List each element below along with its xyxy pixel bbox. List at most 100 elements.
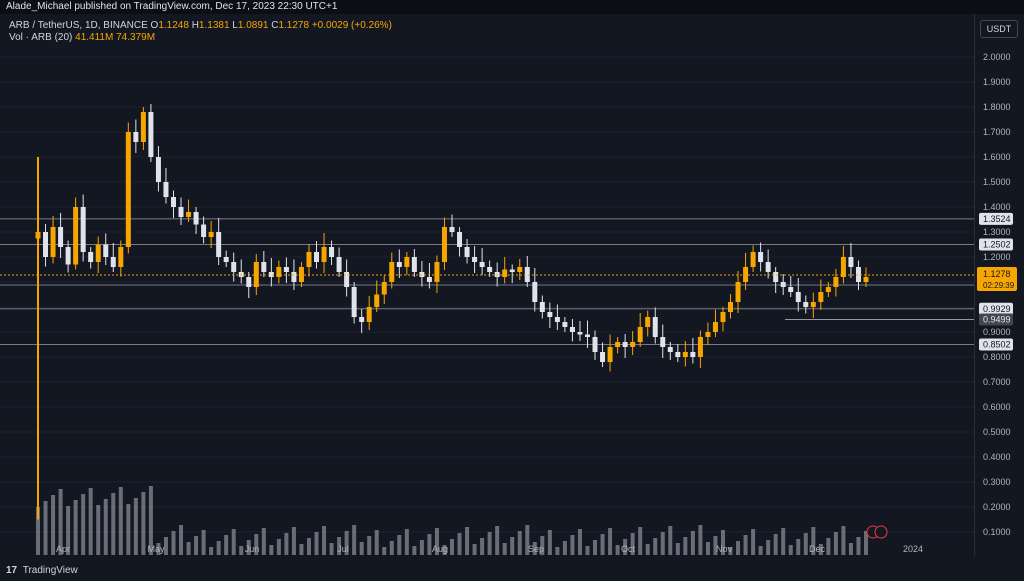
candle-body: [600, 352, 606, 362]
event-icon[interactable]: [874, 525, 888, 539]
candle-body: [667, 347, 673, 352]
volume-bar: [412, 546, 417, 555]
volume-bar: [427, 534, 432, 555]
price-chart[interactable]: Apr May Jun Jul Aug Sep Oct Nov Dec 2024: [0, 14, 974, 556]
currency-button[interactable]: USDT: [980, 20, 1018, 38]
volume-bar: [555, 547, 560, 555]
brand-label[interactable]: TradingView: [22, 565, 78, 576]
candle-body: [539, 302, 545, 312]
volume-bar: [532, 542, 537, 555]
candle-body: [509, 269, 515, 272]
price-tick-label: 1.7000: [983, 127, 1011, 137]
candle-body: [261, 262, 267, 272]
volume-bar: [231, 529, 236, 555]
price-tick-label: 0.3000: [983, 477, 1011, 487]
volume-bar: [254, 534, 259, 555]
candle-body: [125, 132, 131, 247]
volume-bar: [660, 532, 665, 555]
volume-bar: [344, 531, 349, 555]
time-axis: Apr May Jun Jul Aug Sep Oct Nov Dec 2024: [56, 544, 923, 554]
volume-bar: [179, 525, 184, 555]
candle-body: [728, 302, 734, 312]
candle-body: [615, 342, 621, 347]
publish-text: Alade_Michael published on TradingView.c…: [6, 1, 338, 12]
level-tag: [979, 338, 1013, 351]
candle-body: [148, 112, 154, 157]
candle-body: [186, 212, 192, 217]
price-tick-label: 1.9000: [983, 77, 1011, 87]
volume-bar: [562, 541, 567, 555]
level-tag: [979, 238, 1013, 251]
volume-bar: [133, 498, 138, 555]
volume-bar: [352, 525, 357, 555]
candle-body: [351, 287, 357, 317]
volume-bar: [141, 492, 146, 555]
candle-body: [253, 262, 259, 287]
candle-body: [584, 334, 590, 337]
volume-bar: [841, 526, 846, 555]
price-tick-label: 1.6000: [983, 152, 1011, 162]
volume-bar: [864, 531, 868, 555]
volume-bar: [66, 506, 71, 555]
volume-bar: [472, 544, 477, 555]
candle-body: [73, 207, 79, 265]
price-tick-label: 0.1000: [983, 527, 1011, 537]
volume-bar: [600, 534, 605, 555]
volume-bar: [818, 544, 823, 555]
volume-label[interactable]: Vol · ARB (20): [9, 32, 73, 43]
volume-bar: [58, 489, 63, 555]
candle-body: [524, 267, 530, 282]
price-tick-label: 1.2000: [983, 252, 1011, 262]
ohlc-row: ARB / TetherUS, 1D, BINANCE O1.1248 H1.1…: [9, 20, 392, 32]
candle-body: [517, 267, 523, 272]
candle-body: [163, 182, 169, 197]
marker-label: 0.9499: [983, 315, 1011, 325]
volume-bar: [848, 543, 853, 555]
volume-bar: [73, 500, 78, 555]
candle-body: [411, 257, 417, 272]
candle-body: [630, 342, 636, 347]
low-label: L: [232, 20, 238, 31]
candle-body: [848, 257, 854, 267]
volume-bar: [668, 526, 673, 555]
event-icons[interactable]: [866, 525, 888, 539]
candle-body: [80, 207, 86, 252]
candle-body: [810, 302, 816, 307]
volume-bar: [389, 541, 394, 555]
volume-bar: [419, 540, 424, 555]
price-tick-label: 1.5000: [983, 177, 1011, 187]
close-value: 1.1278: [278, 20, 310, 31]
footer: 17 TradingView: [0, 561, 1024, 581]
candle-body: [758, 252, 764, 262]
candle-body: [95, 244, 101, 262]
candle-body: [329, 247, 335, 257]
level-label: 0.9929: [983, 304, 1011, 314]
volume-bar: [577, 529, 582, 555]
price-axis[interactable]: 2.0000 1.9000 1.8000 1.7000 1.6000 1.5000 1.40…: [974, 14, 1024, 556]
candle-body: [298, 267, 304, 282]
candle-body: [404, 257, 410, 267]
candle-body: [374, 294, 380, 307]
current-price-label: 1.1278: [983, 269, 1011, 279]
volume-bar: [525, 525, 530, 555]
tradingview-logo-icon[interactable]: 17: [6, 565, 18, 576]
symbol-label[interactable]: ARB / TetherUS, 1D, BINANCE: [9, 20, 148, 31]
candle-body: [193, 212, 199, 225]
volume-bar: [450, 539, 454, 555]
volume-bar: [728, 547, 733, 555]
candle-body: [140, 112, 146, 142]
volume-bar: [540, 536, 545, 555]
current-price-tag: [977, 267, 1017, 292]
level-label: 1.3524: [983, 214, 1011, 224]
volume-bar: [111, 493, 116, 555]
volume-bar: [510, 537, 515, 555]
chart-area[interactable]: Apr May Jun Jul Aug Sep Oct Nov Dec 2024: [0, 14, 974, 556]
volume-bar: [788, 545, 793, 555]
volume-bar: [374, 530, 379, 555]
marker-tag: [979, 313, 1013, 326]
candle-body: [103, 244, 109, 257]
candle-body: [43, 232, 49, 257]
volume-bar: [758, 546, 763, 555]
candle-body: [314, 252, 320, 262]
volume-bar: [156, 543, 161, 555]
